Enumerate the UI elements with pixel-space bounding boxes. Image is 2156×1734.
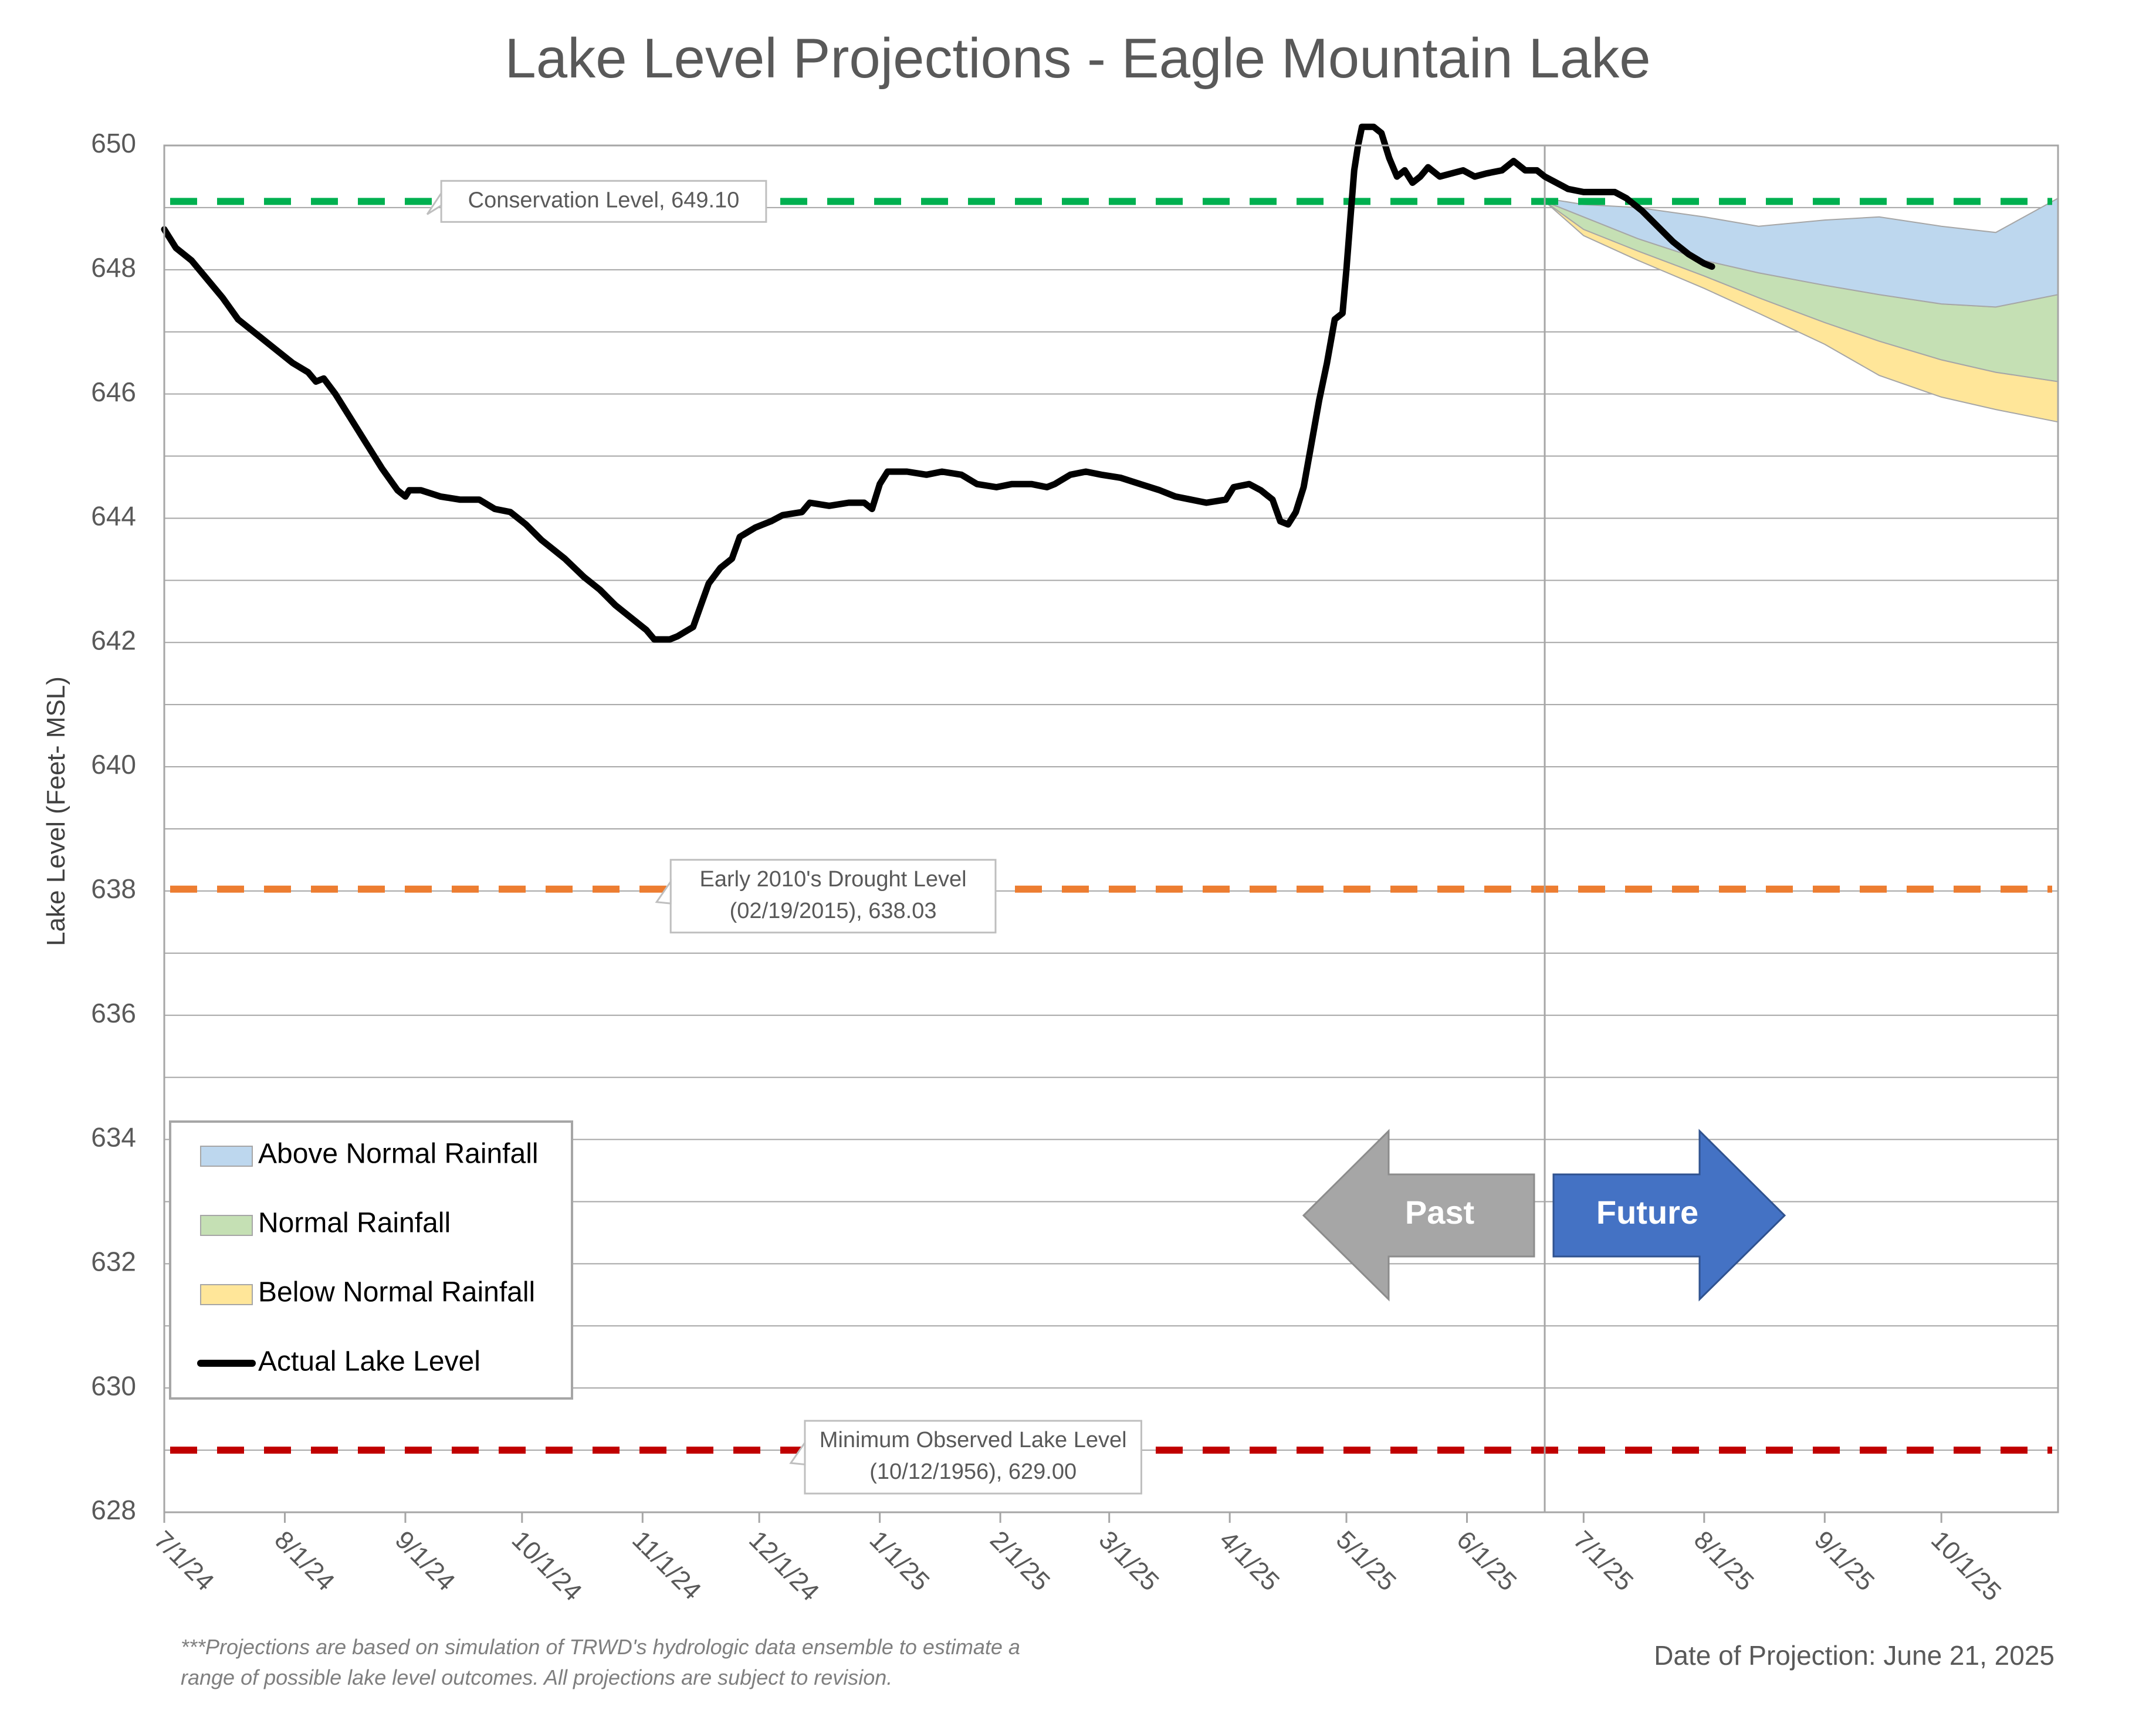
footnote-line-1: ***Projections are based on simulation o… bbox=[181, 1635, 1020, 1659]
future-arrow-shape bbox=[1552, 1129, 1786, 1302]
y-tick-label: 650 bbox=[91, 128, 136, 158]
legend-label: Normal Rainfall bbox=[258, 1208, 451, 1239]
x-tick-label: 4/1/25 bbox=[1214, 1525, 1285, 1596]
y-tick-label: 630 bbox=[91, 1370, 136, 1401]
x-tick-label: 9/1/24 bbox=[390, 1525, 461, 1596]
actual-series bbox=[161, 123, 1715, 643]
legend-swatch bbox=[200, 1215, 253, 1236]
ref-label-text: (02/19/2015), 638.03 bbox=[730, 899, 937, 923]
x-tick-label: 8/1/24 bbox=[269, 1525, 340, 1596]
x-tick-label: 12/1/24 bbox=[743, 1525, 824, 1606]
x-tick-label: 3/1/25 bbox=[1094, 1525, 1165, 1596]
ref-label-box bbox=[440, 180, 767, 223]
ref-label-2: Minimum Observed Lake Level (10/12/1956),… bbox=[789, 1420, 1142, 1495]
series-actual-lake-level bbox=[161, 123, 1715, 643]
x-tick-label: 5/1/25 bbox=[1331, 1525, 1402, 1596]
ref-label-1: Early 2010's Drought Level (02/19/2015), … bbox=[655, 859, 997, 934]
ref-label-pointer bbox=[655, 879, 672, 905]
y-tick-label: 628 bbox=[91, 1495, 136, 1525]
projection-date-note: Date of Projection: June 21, 2025 bbox=[1654, 1640, 2055, 1671]
footnote-line-2: range of possible lake level outcomes. A… bbox=[181, 1665, 892, 1689]
x-tick-label: 8/1/25 bbox=[1688, 1525, 1759, 1596]
ref-label-0: Conservation Level, 649.10 bbox=[426, 180, 767, 223]
y-tick-label: 634 bbox=[91, 1122, 136, 1153]
projection-bands bbox=[1544, 197, 2059, 423]
x-tick-label: 7/1/24 bbox=[148, 1525, 219, 1596]
y-tick-label: 644 bbox=[91, 501, 136, 531]
past-arrow: Past bbox=[1302, 1129, 1535, 1302]
y-tick-label: 646 bbox=[91, 377, 136, 407]
ref-label-text: (10/12/1956), 629.00 bbox=[869, 1459, 1077, 1484]
x-axis-ticks: 7/1/24 8/1/24 9/1/24 10/1/24 11/1/24 12/1/24 1… bbox=[148, 1512, 2007, 1607]
legend-label: Above Normal Rainfall bbox=[258, 1139, 539, 1170]
legend-frame bbox=[169, 1120, 573, 1400]
ref-label-text: Early 2010's Drought Level bbox=[700, 867, 967, 892]
legend: Above Normal Rainfall Normal Rainfall Belo… bbox=[169, 1120, 573, 1400]
ref-label-box bbox=[669, 859, 997, 934]
chart-title: Lake Level Projections - Eagle Mountain … bbox=[505, 27, 1650, 90]
y-tick-label: 648 bbox=[91, 252, 136, 283]
x-tick-label: 10/1/25 bbox=[1925, 1525, 2006, 1606]
x-tick-label: 7/1/25 bbox=[1568, 1525, 1639, 1596]
legend-label: Actual Lake Level bbox=[258, 1346, 480, 1377]
plot-area-frame bbox=[163, 144, 2059, 1513]
y-tick-label: 640 bbox=[91, 749, 136, 780]
reference-labels: Conservation Level, 649.10 Early 2010's D… bbox=[426, 180, 1142, 1495]
legend-swatch bbox=[200, 1146, 253, 1167]
x-tick-label: 2/1/25 bbox=[984, 1525, 1055, 1596]
past-arrow-label: Past bbox=[1405, 1194, 1474, 1231]
x-tick-label: 1/1/25 bbox=[864, 1525, 935, 1596]
future-arrow: Future bbox=[1552, 1129, 1786, 1302]
y-tick-label: 642 bbox=[91, 625, 136, 655]
past-arrow-shape bbox=[1302, 1129, 1535, 1302]
legend-swatch bbox=[200, 1284, 253, 1305]
ref-label-text: Minimum Observed Lake Level bbox=[820, 1428, 1127, 1452]
legend-label: Below Normal Rainfall bbox=[258, 1277, 535, 1308]
y-axis-label: Lake Level (Feet- MSL) bbox=[42, 676, 70, 946]
x-tick-label: 9/1/25 bbox=[1809, 1525, 1880, 1596]
y-tick-label: 636 bbox=[91, 998, 136, 1028]
ref-label-pointer bbox=[789, 1440, 806, 1466]
ref-label-pointer bbox=[426, 190, 442, 215]
x-tick-label: 10/1/24 bbox=[506, 1525, 587, 1606]
y-axis-ticks: 628 630 632 634 636 638 640 642 644 646 648 650 bbox=[91, 128, 136, 1525]
ref-label-box bbox=[804, 1420, 1142, 1495]
x-tick-label: 6/1/25 bbox=[1451, 1525, 1522, 1596]
y-tick-label: 638 bbox=[91, 873, 136, 904]
y-tick-label: 632 bbox=[91, 1247, 136, 1277]
ref-label-text: Conservation Level, 649.10 bbox=[468, 188, 740, 212]
x-tick-label: 11/1/24 bbox=[627, 1525, 706, 1605]
future-arrow-label: Future bbox=[1596, 1194, 1698, 1231]
